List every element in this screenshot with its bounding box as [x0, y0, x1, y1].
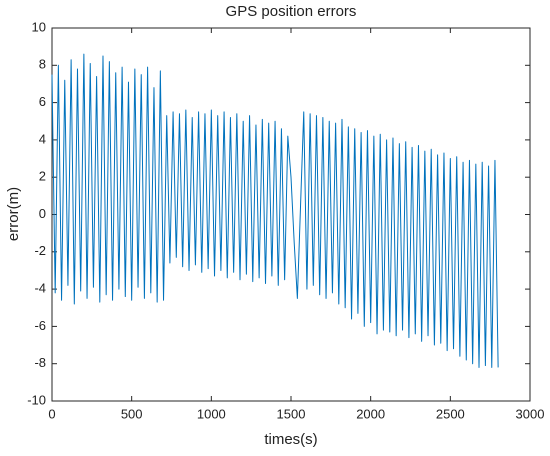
y-tick-label: 0: [39, 206, 46, 221]
y-tick-label: -4: [34, 281, 46, 296]
y-tick-label: 8: [39, 57, 46, 72]
x-tick-label: 1000: [197, 406, 226, 421]
x-tick-label: 1500: [277, 406, 306, 421]
x-tick-label: 2000: [356, 406, 385, 421]
y-tick-label: 4: [39, 131, 46, 146]
y-tick-label: 6: [39, 94, 46, 109]
y-tick-label: -8: [34, 355, 46, 370]
y-tick-label: -2: [34, 243, 46, 258]
x-tick-label: 2500: [436, 406, 465, 421]
y-tick-label: 10: [32, 19, 46, 34]
data-line: [51, 53, 499, 368]
x-tick-label: 3000: [516, 406, 545, 421]
x-axis-label: times(s): [264, 431, 317, 448]
x-tick-label: 0: [48, 406, 55, 421]
y-axis-label: error(m): [5, 187, 22, 241]
x-tick-label: 500: [121, 406, 143, 421]
y-tick-label: -10: [27, 392, 46, 407]
chart-title: GPS position errors: [226, 3, 357, 20]
y-tick-label: 2: [39, 169, 46, 184]
y-tick-label: -6: [34, 318, 46, 333]
